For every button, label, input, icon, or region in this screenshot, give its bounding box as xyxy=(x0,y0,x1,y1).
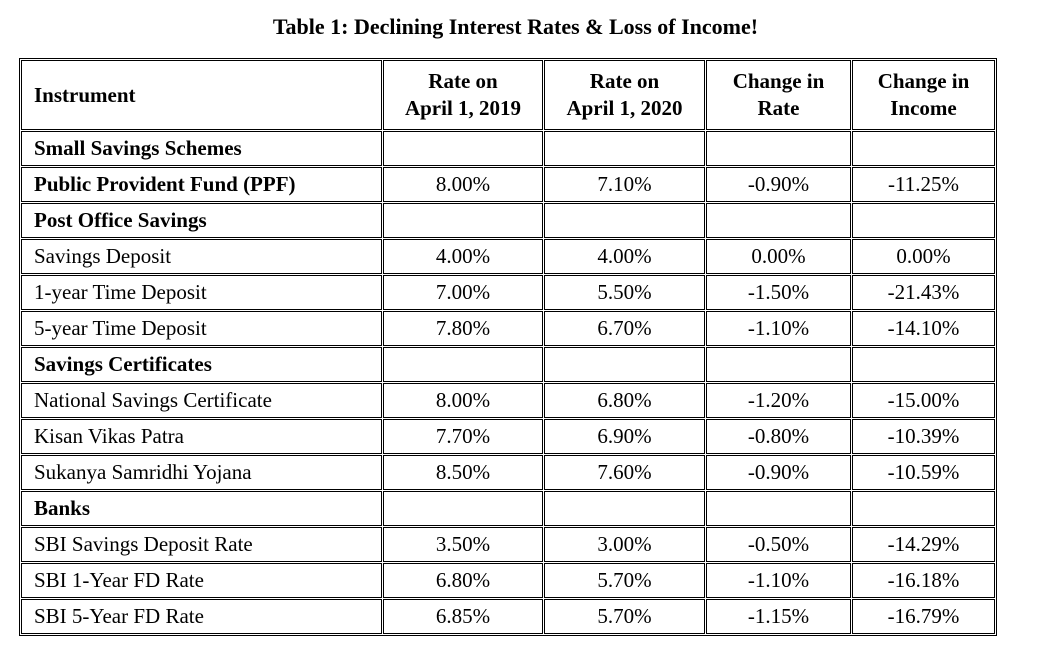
cell: -0.50% xyxy=(706,527,851,562)
cell: 5.50% xyxy=(544,275,705,310)
cell: 6.80% xyxy=(383,563,543,598)
row-label: Public Provident Fund (PPF) xyxy=(21,167,382,202)
cell: 8.00% xyxy=(383,167,543,202)
cell: -21.43% xyxy=(852,275,995,310)
column-header: Change in Rate xyxy=(706,60,851,130)
row-label: SBI 1-Year FD Rate xyxy=(21,563,382,598)
row-label: SBI Savings Deposit Rate xyxy=(21,527,382,562)
row-label: 5-year Time Deposit xyxy=(21,311,382,346)
empty-cell xyxy=(544,347,705,382)
empty-cell xyxy=(706,203,851,238)
cell: 7.10% xyxy=(544,167,705,202)
empty-cell xyxy=(706,131,851,166)
cell: -10.39% xyxy=(852,419,995,454)
cell: 6.80% xyxy=(544,383,705,418)
cell: -10.59% xyxy=(852,455,995,490)
row-label: Savings Certificates xyxy=(21,347,382,382)
empty-cell xyxy=(852,491,995,526)
cell: 6.70% xyxy=(544,311,705,346)
cell: 7.00% xyxy=(383,275,543,310)
row-label: SBI 5-Year FD Rate xyxy=(21,599,382,634)
cell: -0.90% xyxy=(706,455,851,490)
row-label: Small Savings Schemes xyxy=(21,131,382,166)
cell: 7.80% xyxy=(383,311,543,346)
section-row: Savings Certificates xyxy=(21,347,995,382)
cell: -14.10% xyxy=(852,311,995,346)
data-row: Sukanya Samridhi Yojana 8.50% 7.60% -0.90% -… xyxy=(21,455,995,490)
cell: -1.10% xyxy=(706,311,851,346)
section-row: Banks xyxy=(21,491,995,526)
cell: -1.50% xyxy=(706,275,851,310)
cell: 5.70% xyxy=(544,563,705,598)
cell: -1.10% xyxy=(706,563,851,598)
empty-cell xyxy=(852,131,995,166)
empty-cell xyxy=(383,203,543,238)
column-header: Instrument xyxy=(21,60,382,130)
data-row: 1-year Time Deposit 7.00% 5.50% -1.50% -21.4… xyxy=(21,275,995,310)
cell: -0.90% xyxy=(706,167,851,202)
cell: 3.50% xyxy=(383,527,543,562)
section-row: Small Savings Schemes xyxy=(21,131,995,166)
row-label: Kisan Vikas Patra xyxy=(21,419,382,454)
data-row: Savings Deposit 4.00% 4.00% 0.00% 0.00% xyxy=(21,239,995,274)
row-label: Savings Deposit xyxy=(21,239,382,274)
section-row: Public Provident Fund (PPF) 8.00% 7.10% -0.… xyxy=(21,167,995,202)
cell: -15.00% xyxy=(852,383,995,418)
empty-cell xyxy=(383,347,543,382)
cell: 7.70% xyxy=(383,419,543,454)
row-label: 1-year Time Deposit xyxy=(21,275,382,310)
data-row: SBI 1-Year FD Rate 6.80% 5.70% -1.10% -16.18… xyxy=(21,563,995,598)
cell: 8.50% xyxy=(383,455,543,490)
cell: -0.80% xyxy=(706,419,851,454)
cell: 7.60% xyxy=(544,455,705,490)
cell: 0.00% xyxy=(706,239,851,274)
cell: 3.00% xyxy=(544,527,705,562)
cell: 4.00% xyxy=(383,239,543,274)
column-header: Change in Income xyxy=(852,60,995,130)
section-row: Post Office Savings xyxy=(21,203,995,238)
cell: 5.70% xyxy=(544,599,705,634)
cell: -1.15% xyxy=(706,599,851,634)
column-header: Rate on April 1, 2020 xyxy=(544,60,705,130)
data-row: Kisan Vikas Patra 7.70% 6.90% -0.80% -10.39% xyxy=(21,419,995,454)
data-row: SBI 5-Year FD Rate 6.85% 5.70% -1.15% -16.79… xyxy=(21,599,995,634)
row-label: Banks xyxy=(21,491,382,526)
empty-cell xyxy=(706,347,851,382)
cell: -16.79% xyxy=(852,599,995,634)
cell: 8.00% xyxy=(383,383,543,418)
data-row: 5-year Time Deposit 7.80% 6.70% -1.10% -14.1… xyxy=(21,311,995,346)
empty-cell xyxy=(544,491,705,526)
cell: -16.18% xyxy=(852,563,995,598)
empty-cell xyxy=(852,203,995,238)
data-row: National Savings Certificate 8.00% 6.80% -1… xyxy=(21,383,995,418)
empty-cell xyxy=(383,491,543,526)
empty-cell xyxy=(852,347,995,382)
rates-table: Instrument Rate on April 1, 2019 Rate on A… xyxy=(19,58,997,636)
column-header: Rate on April 1, 2019 xyxy=(383,60,543,130)
cell: -14.29% xyxy=(852,527,995,562)
table-title: Table 1: Declining Interest Rates & Loss… xyxy=(272,14,759,39)
data-row: SBI Savings Deposit Rate 3.50% 3.00% -0.50%… xyxy=(21,527,995,562)
cell: 6.90% xyxy=(544,419,705,454)
header-row: Instrument Rate on April 1, 2019 Rate on A… xyxy=(21,60,995,130)
cell: 0.00% xyxy=(852,239,995,274)
row-label: Sukanya Samridhi Yojana xyxy=(21,455,382,490)
empty-cell xyxy=(544,203,705,238)
empty-cell xyxy=(383,131,543,166)
empty-cell xyxy=(544,131,705,166)
row-label: National Savings Certificate xyxy=(21,383,382,418)
row-label: Post Office Savings xyxy=(21,203,382,238)
cell: -11.25% xyxy=(852,167,995,202)
cell: 6.85% xyxy=(383,599,543,634)
cell: -1.20% xyxy=(706,383,851,418)
cell: 4.00% xyxy=(544,239,705,274)
empty-cell xyxy=(706,491,851,526)
table-body: Small Savings Schemes Public Provident Fu… xyxy=(21,131,995,634)
